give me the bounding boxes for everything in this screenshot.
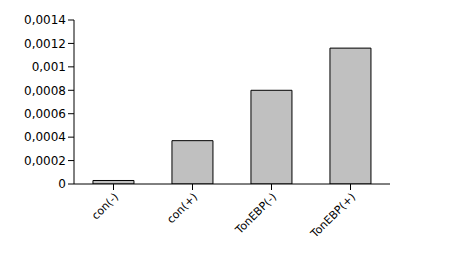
- svg-text:0,0012: 0,0012: [24, 37, 66, 51]
- svg-text:0,0008: 0,0008: [24, 84, 66, 98]
- svg-text:con(-): con(-): [89, 190, 121, 222]
- svg-text:TonEBP(-): TonEBP(-): [232, 190, 279, 237]
- svg-text:0: 0: [58, 177, 66, 191]
- svg-text:0,001: 0,001: [32, 60, 66, 74]
- svg-text:TonEBP(+): TonEBP(+): [308, 190, 359, 241]
- svg-text:0,0014: 0,0014: [24, 13, 66, 27]
- svg-text:con(+): con(+): [164, 190, 200, 226]
- svg-text:0,0002: 0,0002: [24, 154, 66, 168]
- svg-text:0,0004: 0,0004: [24, 130, 66, 144]
- svg-text:0,0006: 0,0006: [24, 107, 66, 121]
